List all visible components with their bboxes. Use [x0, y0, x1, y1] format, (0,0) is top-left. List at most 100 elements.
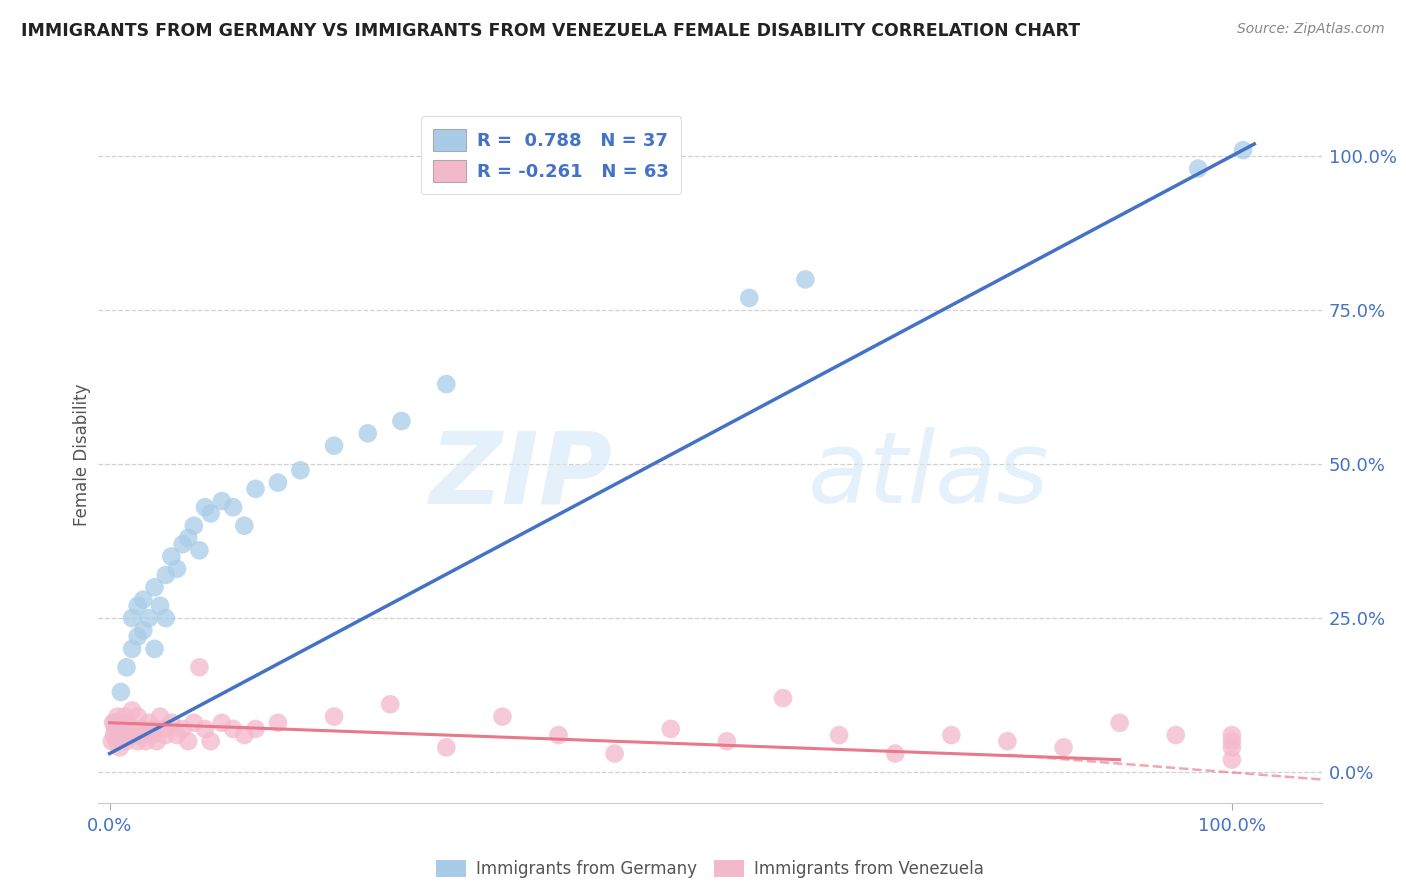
Point [1187, 161, 1209, 176]
Point [124, 722, 146, 736]
Point [138, 611, 160, 625]
Point [603, 747, 626, 761]
Point [135, 734, 157, 748]
Point [155, 611, 177, 625]
Point [149, 709, 172, 723]
Point [107, 709, 129, 723]
Point [127, 734, 149, 748]
Point [434, 740, 457, 755]
Point [127, 709, 149, 723]
Point [103, 728, 125, 742]
Point [200, 507, 222, 521]
Point [160, 549, 183, 564]
Point [491, 709, 513, 723]
Point [323, 439, 346, 453]
Point [222, 500, 245, 515]
Point [146, 734, 169, 748]
Point [155, 728, 177, 742]
Point [1232, 143, 1254, 157]
Point [391, 414, 413, 428]
Point [104, 715, 127, 730]
Point [110, 685, 132, 699]
Point [166, 562, 188, 576]
Point [143, 722, 166, 736]
Point [172, 537, 194, 551]
Point [211, 715, 233, 730]
Point [138, 715, 160, 730]
Point [1220, 753, 1243, 767]
Point [127, 630, 149, 644]
Y-axis label: Female Disability: Female Disability [73, 384, 91, 526]
Point [155, 568, 177, 582]
Point [828, 728, 851, 742]
Point [129, 728, 152, 742]
Point [547, 728, 569, 742]
Point [118, 722, 141, 736]
Point [380, 698, 402, 712]
Point [101, 715, 124, 730]
Point [110, 722, 132, 736]
Point [172, 722, 194, 736]
Point [233, 518, 256, 533]
Point [115, 734, 138, 748]
Point [188, 660, 211, 674]
Point [1220, 740, 1243, 755]
Point [357, 426, 380, 441]
Point [290, 463, 312, 477]
Point [716, 734, 738, 748]
Point [200, 734, 222, 748]
Point [121, 641, 143, 656]
Point [143, 580, 166, 594]
Point [1108, 715, 1130, 730]
Point [794, 272, 817, 286]
Point [738, 291, 761, 305]
Point [143, 641, 166, 656]
Point [101, 734, 124, 748]
Point [267, 715, 290, 730]
Point [941, 728, 963, 742]
Point [997, 734, 1019, 748]
Point [434, 377, 457, 392]
Point [166, 728, 188, 742]
Point [112, 728, 135, 742]
Text: IMMIGRANTS FROM GERMANY VS IMMIGRANTS FROM VENEZUELA FEMALE DISABILITY CORRELATI: IMMIGRANTS FROM GERMANY VS IMMIGRANTS FR… [21, 22, 1080, 40]
Point [194, 722, 217, 736]
Point [107, 728, 129, 742]
Point [132, 722, 155, 736]
Point [659, 722, 682, 736]
Point [121, 703, 143, 717]
Point [127, 599, 149, 613]
Point [149, 599, 172, 613]
Point [323, 709, 346, 723]
Point [121, 728, 143, 742]
Point [1164, 728, 1187, 742]
Point [233, 728, 256, 742]
Point [104, 722, 127, 736]
Point [1052, 740, 1074, 755]
Text: ZIP: ZIP [429, 427, 612, 524]
Point [112, 709, 135, 723]
Point [222, 722, 245, 736]
Point [183, 518, 205, 533]
Point [183, 715, 205, 730]
Point [267, 475, 290, 490]
Text: atlas: atlas [808, 427, 1049, 524]
Point [115, 660, 138, 674]
Point [188, 543, 211, 558]
Point [884, 747, 907, 761]
Point [160, 715, 183, 730]
Point [152, 722, 174, 736]
Point [1220, 734, 1243, 748]
Point [121, 611, 143, 625]
Point [177, 734, 200, 748]
Point [105, 734, 128, 748]
Point [245, 482, 267, 496]
Legend: Immigrants from Germany, Immigrants from Venezuela: Immigrants from Germany, Immigrants from… [430, 854, 990, 885]
Point [132, 624, 155, 638]
Point [211, 494, 233, 508]
Point [772, 691, 794, 706]
Point [108, 740, 131, 755]
Text: Source: ZipAtlas.com: Source: ZipAtlas.com [1237, 22, 1385, 37]
Point [177, 531, 200, 545]
Point [245, 722, 267, 736]
